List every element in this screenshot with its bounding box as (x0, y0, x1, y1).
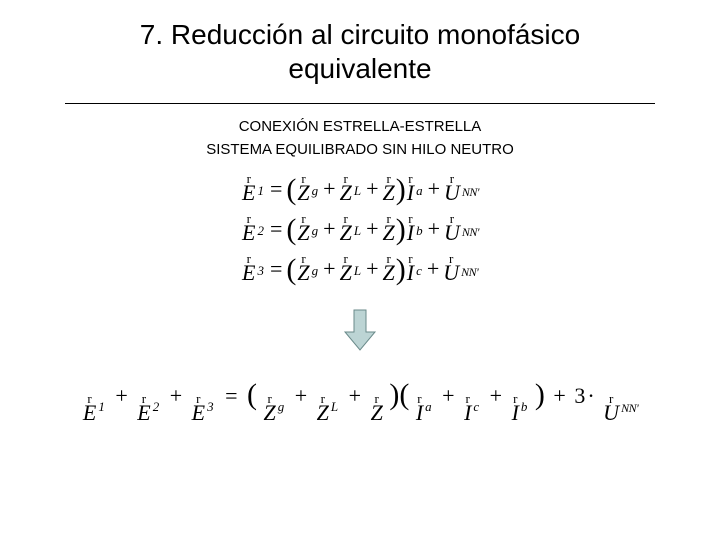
slide-title: 7. Reducción al circuito monofásico equi… (40, 18, 680, 85)
subtitle-2: SISTEMA EQUILIBRADO SIN HILO NEUTRO (0, 141, 720, 158)
equation-block: rE1 = ( rZg + rZL + rZ ) rIa + rUNN' rE2… (241, 172, 479, 286)
equation-e3: rE3 = ( rZg + rZL + rZ ) rIc + rUNN' (241, 252, 479, 286)
down-arrow (0, 308, 720, 357)
slide: 7. Reducción al circuito monofásico equi… (0, 0, 720, 540)
subtitle-1: CONEXIÓN ESTRELLA-ESTRELLA (0, 118, 720, 135)
title-line-1: 7. Reducción al circuito monofásico (140, 19, 580, 50)
title-line-2: equivalente (288, 53, 431, 84)
down-arrow-icon (343, 308, 377, 352)
title-underline (65, 103, 655, 104)
equation-e1: rE1 = ( rZg + rZL + rZ ) rIa + rUNN' (241, 172, 479, 206)
equation-e2: rE2 = ( rZg + rZL + rZ ) rIb + rUNN' (241, 212, 479, 246)
equation-sum: rE1 + rE2 + rE3 = ( rZg + rZL + rZ )( rI… (82, 377, 638, 424)
